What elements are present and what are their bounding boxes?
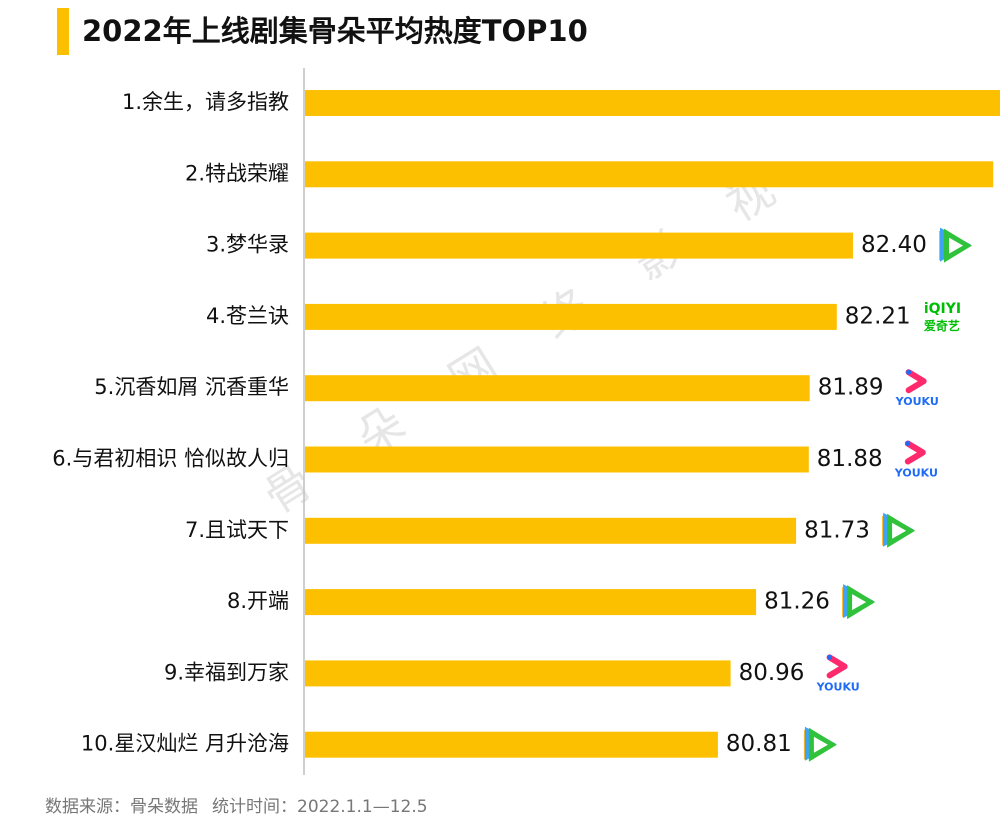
bar bbox=[305, 731, 718, 758]
title-accent-bar bbox=[57, 8, 69, 55]
bar-row: 3.梦华录 82.40 bbox=[206, 227, 972, 263]
youku-logo-icon: YOUKU bbox=[894, 440, 938, 480]
category-label: 5.沉香如屑 沉香重华 bbox=[94, 375, 289, 399]
value-label: 81.73 bbox=[804, 517, 870, 543]
tencent-video-icon bbox=[803, 726, 837, 762]
bar-row: 10.星汉灿烂 月升沧海 80.81 bbox=[81, 726, 837, 762]
svg-text:爱奇艺: 爱奇艺 bbox=[924, 318, 960, 333]
svg-text:YOUKU: YOUKU bbox=[894, 467, 938, 480]
footer-note: 数据来源：骨朵数据 统计时间：2022.1.1—12.5 bbox=[45, 792, 428, 817]
value-label: 81.26 bbox=[764, 589, 830, 615]
bar bbox=[305, 303, 837, 330]
bar-row: 5.沉香如屑 沉香重华 81.89 YOUKU bbox=[94, 369, 939, 408]
category-label: 4.苍兰诀 bbox=[206, 304, 289, 328]
bar-row: 6.与君初相识 恰似故人归 81.88 YOUKU bbox=[52, 440, 938, 480]
youku-logo-icon: YOUKU bbox=[895, 369, 939, 408]
tencent-video-icon bbox=[882, 512, 916, 548]
category-label: 1.余生，请多指教 bbox=[122, 90, 289, 114]
bar bbox=[305, 589, 757, 616]
bar-row: 8.开端 81.26 bbox=[227, 584, 876, 620]
bar-row: 1.余生，请多指教85.09 bbox=[122, 90, 1000, 116]
category-label: 2.特战荣耀 bbox=[185, 161, 289, 185]
bars-group: 1.余生，请多指教85.09 2.特战荣耀84.05iQIYI爱奇艺YOUKU 3.… bbox=[52, 90, 1000, 762]
value-label: 81.89 bbox=[818, 375, 884, 401]
bar bbox=[305, 660, 731, 687]
bar-row: 7.且试天下 81.73 bbox=[185, 512, 916, 548]
value-label: 80.96 bbox=[739, 660, 805, 686]
svg-text:YOUKU: YOUKU bbox=[816, 680, 860, 693]
youku-logo-icon: YOUKU bbox=[816, 654, 860, 693]
value-label: 80.81 bbox=[726, 731, 792, 757]
category-label: 8.开端 bbox=[227, 589, 289, 613]
svg-text:YOUKU: YOUKU bbox=[895, 395, 939, 408]
tencent-video-icon bbox=[939, 227, 972, 263]
bar-row: 2.特战荣耀84.05iQIYI爱奇艺YOUKU bbox=[185, 161, 994, 188]
category-label: 7.且试天下 bbox=[185, 518, 289, 542]
stat-period-note: 统计时间：2022.1.1—12.5 bbox=[212, 797, 428, 817]
bar bbox=[305, 90, 1000, 116]
bar bbox=[305, 232, 853, 259]
bar-row: 9.幸福到万家 80.96 YOUKU bbox=[164, 654, 860, 693]
value-label: 81.88 bbox=[817, 446, 883, 472]
bar bbox=[305, 446, 809, 473]
bar bbox=[305, 517, 797, 544]
category-label: 9.幸福到万家 bbox=[164, 660, 289, 684]
value-label: 82.40 bbox=[861, 232, 927, 258]
data-source-note: 数据来源：骨朵数据 bbox=[45, 797, 198, 817]
category-label: 6.与君初相识 恰似故人归 bbox=[52, 447, 289, 471]
value-label: 82.21 bbox=[845, 303, 911, 329]
bar bbox=[305, 161, 994, 188]
bar bbox=[305, 375, 810, 402]
category-label: 3.梦华录 bbox=[206, 233, 289, 257]
svg-text:iQIYI: iQIYI bbox=[924, 301, 961, 317]
chart-title: 2022年上线剧集骨朵平均热度TOP10 bbox=[82, 14, 588, 48]
tencent-video-icon bbox=[842, 584, 876, 620]
category-label: 10.星汉灿烂 月升沧海 bbox=[81, 732, 289, 756]
